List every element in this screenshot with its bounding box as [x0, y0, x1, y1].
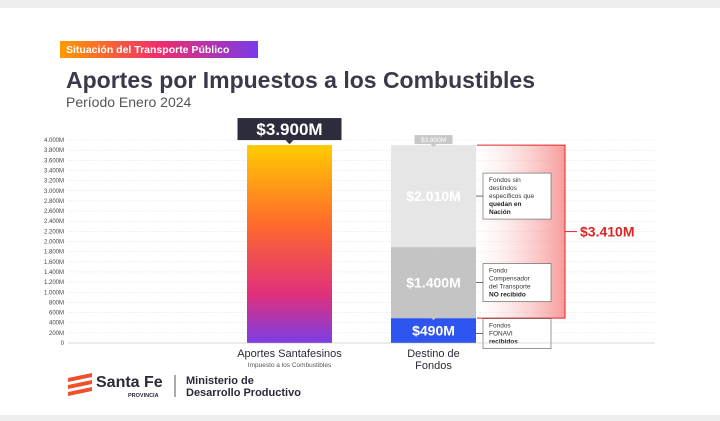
y-tick-label: 2.400M: [44, 219, 64, 225]
y-tick-label: 2.800M: [44, 199, 64, 205]
total-label-box: [414, 135, 453, 145]
title: Aportes por Impuestos a los Combustibles: [66, 67, 535, 93]
y-tick-label: 1.600M: [44, 260, 64, 266]
y-tick-label: 800M: [49, 300, 64, 306]
y-tick-label: 2.000M: [44, 240, 64, 246]
segment-label: $490M: [412, 323, 455, 339]
y-tick-label: 600M: [49, 311, 64, 317]
y-tick-label: 3.000M: [44, 189, 64, 195]
segment-label: $2.010M: [406, 188, 460, 204]
y-tick-label: 1.800M: [44, 250, 64, 256]
y-tick-label: 3.600M: [44, 158, 64, 164]
y-tick-label: 3.400M: [44, 168, 64, 174]
y-tick-label: 1.200M: [44, 280, 64, 286]
ministry: Ministerio de: [186, 375, 254, 387]
badge: [60, 41, 258, 58]
value-label-box: [237, 118, 342, 141]
total-label: $3.900M: [421, 137, 446, 144]
y-tick-label: 1.000M: [44, 290, 64, 296]
note-text-bold: quedan en: [489, 201, 522, 208]
y-tick-label: 0: [61, 341, 65, 347]
value-label-pointer: [285, 140, 294, 145]
badge-text: Situación del Transporte Público: [66, 44, 229, 56]
category-label: Destino de Fondos: [407, 348, 460, 372]
subtitle: Período Enero 2024: [66, 94, 192, 110]
logo: [68, 373, 176, 397]
category-sublabel: Impuesto a los Combustibles: [248, 362, 332, 369]
bracket-label: $3.410M: [580, 224, 634, 240]
brand-sub: PROVINCIA: [128, 393, 159, 399]
total-label-pointer: [430, 144, 437, 148]
y-tick-label: 400M: [49, 321, 64, 327]
segment-label: $1.400M: [406, 275, 460, 291]
note-text: específicos que: [489, 193, 535, 200]
note-text: Fondo: [489, 268, 508, 275]
card: [0, 8, 720, 415]
note-text: Fondos: [489, 323, 511, 330]
stack-segment: [391, 247, 476, 319]
y-tick-label: 2.600M: [44, 209, 64, 215]
note-text-bold: NO recibido: [489, 292, 526, 299]
y-tick-label: 4.000M: [44, 138, 64, 144]
note-box: [482, 318, 552, 349]
y-tick-label: 2.200M: [44, 229, 64, 235]
note-text: destindos: [489, 185, 518, 192]
logo-stripes: [68, 373, 92, 396]
stack-segment: [391, 318, 476, 343]
note-text: Compensador: [489, 276, 531, 283]
bar: [247, 145, 332, 343]
brand: Santa Fe: [96, 374, 163, 391]
stack-segment: [391, 145, 476, 248]
note-box: [482, 263, 552, 302]
ministry: Desarrollo Productivo: [186, 387, 301, 399]
y-tick-label: 3.200M: [44, 179, 64, 185]
y-tick-label: 1.400M: [44, 270, 64, 276]
value-label: $3.900M: [256, 120, 322, 139]
note-text-bold: Nación: [489, 209, 511, 216]
y-tick-label: 200M: [49, 331, 64, 337]
note-text-bold: recibidos: [489, 339, 518, 346]
y-tick-label: 3.800M: [44, 148, 64, 154]
note-text: FONAVI: [489, 331, 513, 338]
note-box: [482, 172, 552, 220]
category-label: Aportes Santafesinos: [237, 348, 342, 360]
note-text: Fondos sin: [489, 177, 521, 184]
note-text: del Transporte: [489, 284, 531, 291]
